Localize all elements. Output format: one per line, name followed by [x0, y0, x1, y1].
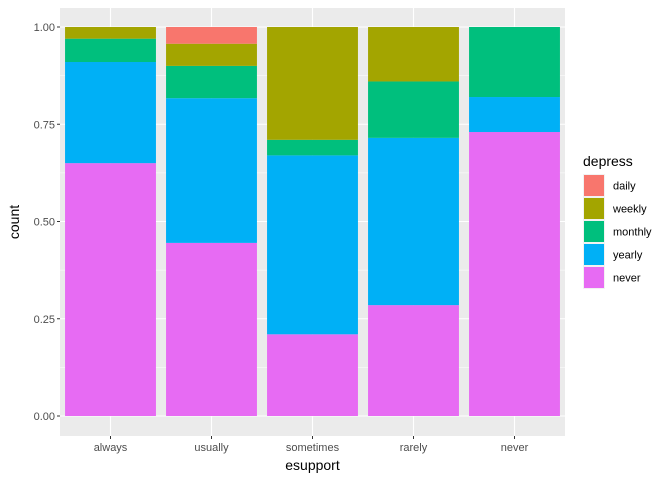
legend-label-never: never	[613, 273, 641, 285]
y-tick-label: 0.25	[34, 314, 55, 326]
bar-segment-never-usually	[166, 242, 257, 416]
x-axis-title: esupport	[285, 457, 340, 473]
legend-swatch-never	[584, 267, 604, 288]
legend-label-daily: daily	[613, 181, 636, 193]
bar-segment-never-sometimes	[267, 334, 358, 416]
y-tick-label: 1.00	[34, 22, 55, 34]
bar-segment-yearly-always	[65, 62, 156, 164]
bar-segment-monthly-usually	[166, 65, 257, 99]
legend-label-monthly: monthly	[613, 227, 652, 239]
bar-segment-weekly-usually	[166, 43, 257, 66]
y-tick-label: 0.75	[34, 119, 55, 131]
x-tick-label: usually	[194, 442, 229, 454]
x-tick-label: never	[501, 442, 529, 454]
y-tick-label: 0.50	[34, 217, 55, 229]
legend-swatch-daily	[584, 175, 604, 196]
bar-segment-monthly-rarely	[368, 81, 459, 138]
bar-segment-yearly-usually	[166, 98, 257, 243]
y-tick-label: 0.00	[34, 411, 55, 423]
legend-swatch-weekly	[584, 198, 604, 219]
legend-swatch-monthly	[584, 221, 604, 242]
y-axis-ticks: 0.00 0.25 0.50 0.75 1.00	[34, 22, 60, 423]
bar-segment-never-always	[65, 163, 156, 416]
x-tick-label: rarely	[400, 442, 428, 454]
bar-segment-daily-usually	[166, 27, 257, 44]
bar-segment-monthly-always	[65, 38, 156, 63]
bar-segment-monthly-never	[469, 27, 560, 98]
legend: depress daily weekly monthly yearly never	[583, 153, 652, 289]
bar-segment-yearly-rarely	[368, 137, 459, 306]
x-axis-ticks: always usually sometimes rarely never	[94, 436, 529, 454]
legend-title: depress	[583, 153, 633, 169]
bars	[65, 27, 560, 416]
bar-segment-yearly-never	[469, 97, 560, 133]
bar-segment-weekly-sometimes	[267, 27, 358, 140]
legend-swatch-yearly	[584, 244, 604, 265]
x-tick-label: always	[94, 442, 128, 454]
x-tick-label: sometimes	[286, 442, 340, 454]
bar-segment-never-rarely	[368, 305, 459, 416]
bar-segment-monthly-sometimes	[267, 139, 358, 156]
y-axis-title: count	[6, 205, 22, 239]
bar-segment-weekly-rarely	[368, 27, 459, 82]
bar-segment-never-never	[469, 132, 560, 416]
legend-label-weekly: weekly	[612, 204, 647, 216]
legend-label-yearly: yearly	[613, 250, 643, 262]
bar-segment-weekly-always	[65, 27, 156, 39]
bar-segment-yearly-sometimes	[267, 155, 358, 335]
